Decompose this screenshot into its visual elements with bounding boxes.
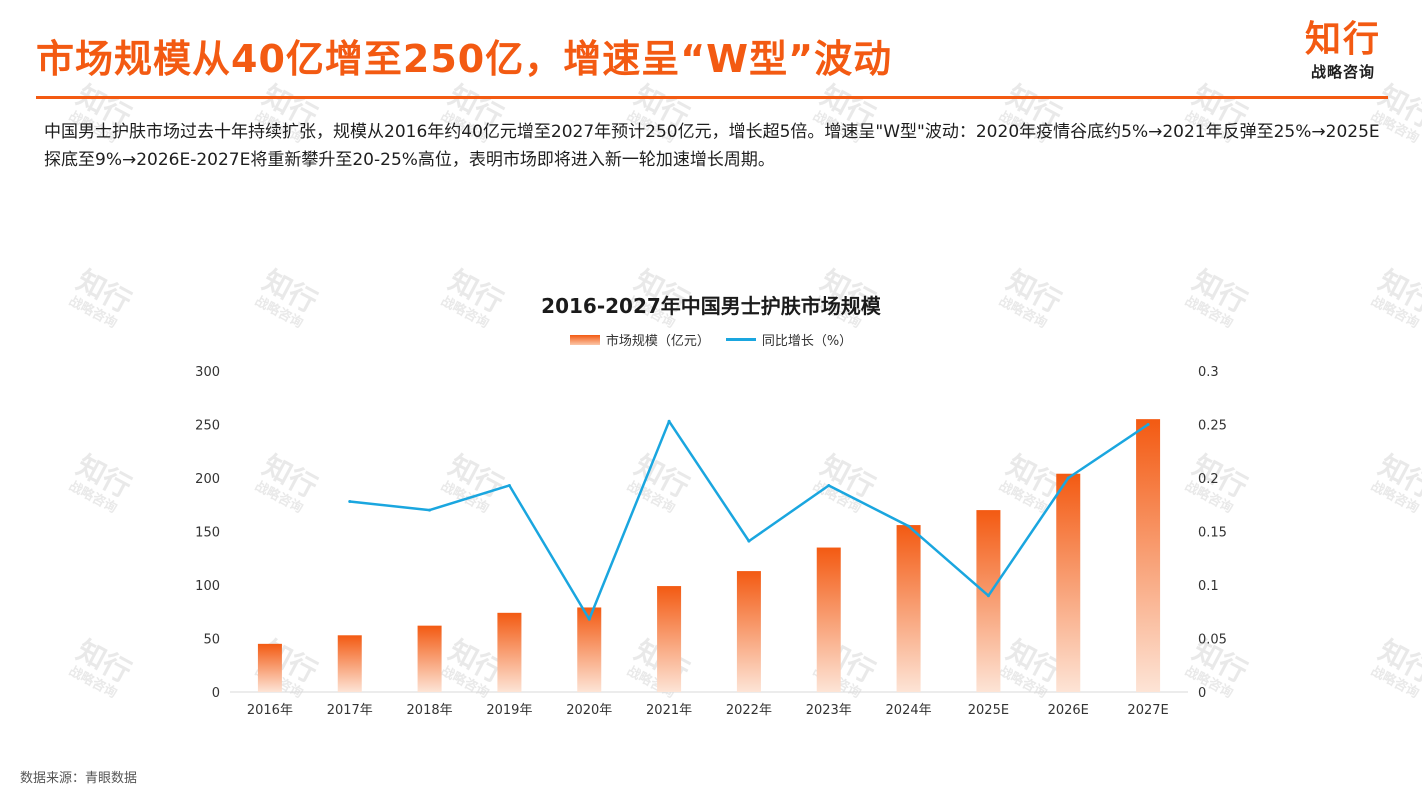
legend-line-swatch <box>725 338 756 341</box>
bar-market-size <box>257 643 282 692</box>
bar-market-size <box>497 612 522 692</box>
x-tick-label: 2020年 <box>566 703 612 718</box>
brand-logo: 知行 战略咨询 <box>1298 18 1388 82</box>
y-right-tick-label: 0.25 <box>1198 419 1227 434</box>
page-title: 市场规模从40亿增至250亿，增速呈“W型”波动 <box>36 37 893 81</box>
growth-point <box>667 419 671 423</box>
bar-market-size <box>577 607 602 692</box>
title-divider <box>36 96 1388 99</box>
y-right-tick-label: 0.1 <box>1198 579 1219 594</box>
growth-point <box>1066 476 1070 480</box>
bar-market-size <box>896 525 921 692</box>
bar-market-size <box>337 635 362 692</box>
growth-point <box>587 617 591 621</box>
x-tick-label: 2021年 <box>646 703 692 718</box>
y-left-tick-label: 50 <box>203 633 220 648</box>
legend-bar-swatch <box>569 334 600 345</box>
y-left-tick-label: 0 <box>212 686 220 701</box>
chart-title: 2016-2027年中国男士护肤市场规模 <box>541 294 881 318</box>
x-tick-label: 2019年 <box>486 703 532 718</box>
chart-legend: 市场规模（亿元） 同比增长（%） <box>0 330 1422 349</box>
bar-market-size <box>1056 473 1081 692</box>
growth-point <box>907 524 911 528</box>
growth-point <box>986 594 990 598</box>
x-tick-label: 2016年 <box>247 703 293 718</box>
x-tick-label: 2023年 <box>806 703 852 718</box>
x-tick-label: 2026E <box>1048 703 1089 718</box>
logo-sub-text: 战略咨询 <box>1310 63 1375 81</box>
logo-main-text: 知行 <box>1304 19 1381 60</box>
y-right-tick-label: 0.05 <box>1198 633 1227 648</box>
y-right-tick-label: 0.3 <box>1198 365 1219 380</box>
growth-point <box>348 500 352 504</box>
y-left-tick-label: 250 <box>195 419 220 434</box>
y-right-tick-label: 0 <box>1198 686 1206 701</box>
legend-label-growth: 同比增长（%） <box>761 334 853 349</box>
source-note: 数据来源：青眼数据 <box>20 771 138 786</box>
x-tick-label: 2017年 <box>327 703 373 718</box>
growth-point <box>1146 423 1150 426</box>
y-right-tick-label: 0.15 <box>1198 526 1227 541</box>
x-tick-label: 2018年 <box>407 703 453 718</box>
x-tick-label: 2027E <box>1127 703 1168 718</box>
x-tick-label: 2022年 <box>726 703 772 718</box>
bar-market-size <box>417 625 442 692</box>
y-left-tick-label: 150 <box>195 526 220 541</box>
y-left-tick-label: 100 <box>195 579 220 594</box>
legend-item-market-size[interactable]: 市场规模（亿元） <box>569 330 710 349</box>
bar-market-size <box>816 547 841 692</box>
bar-market-size <box>736 571 761 692</box>
y-right-tick-label: 0.2 <box>1198 472 1219 487</box>
bar-market-size <box>657 586 682 692</box>
legend-label-market-size: 市场规模（亿元） <box>605 334 710 349</box>
legend-item-growth[interactable]: 同比增长（%） <box>725 330 853 349</box>
x-tick-label: 2025E <box>968 703 1009 718</box>
y-left-tick-label: 200 <box>195 472 220 487</box>
growth-point <box>428 508 432 512</box>
bar-market-size <box>1136 419 1161 692</box>
growth-point <box>507 483 511 487</box>
y-left-tick-label: 300 <box>195 365 220 380</box>
growth-point <box>827 483 831 487</box>
x-tick-label: 2024年 <box>886 703 932 718</box>
growth-point <box>747 539 751 543</box>
summary-text: 中国男士护肤市场过去十年持续扩张，规模从2016年约40亿元增至2027年预计2… <box>44 122 1380 170</box>
bar-market-size <box>976 510 1001 692</box>
